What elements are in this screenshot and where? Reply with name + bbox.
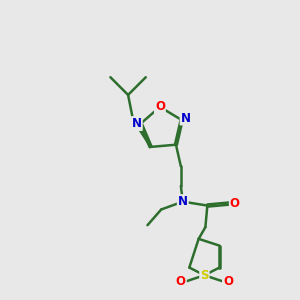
Text: O: O bbox=[176, 274, 186, 288]
Text: O: O bbox=[230, 197, 240, 210]
Text: N: N bbox=[181, 112, 190, 124]
Text: O: O bbox=[223, 274, 233, 288]
Text: N: N bbox=[132, 117, 142, 130]
Text: N: N bbox=[178, 195, 188, 208]
Text: O: O bbox=[155, 100, 165, 113]
Text: S: S bbox=[200, 269, 209, 282]
